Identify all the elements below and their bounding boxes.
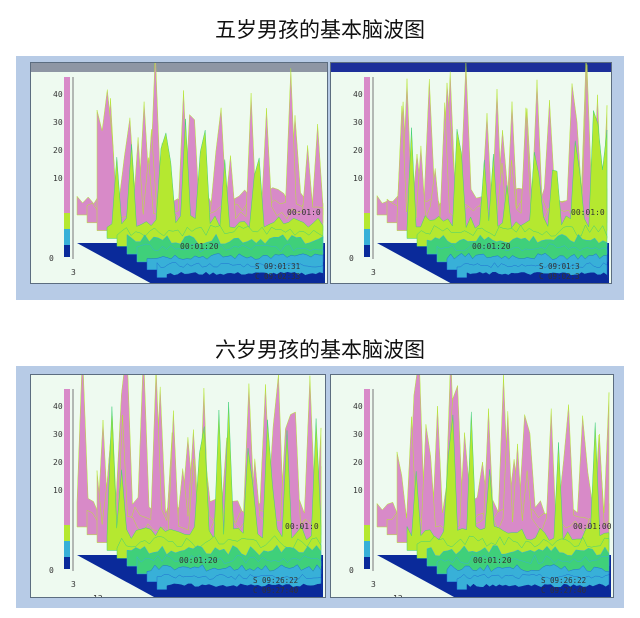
- y-tick-label: 20: [53, 458, 63, 467]
- scale-band-base: [64, 245, 70, 257]
- depth-tick-label: 3: [71, 268, 76, 277]
- y-tick-label: 40: [353, 90, 363, 99]
- spectrum-row: [166, 583, 322, 597]
- timestamp-label: C 09:27:40: [541, 586, 587, 595]
- time-axis-label: 00:01:0: [287, 208, 321, 217]
- time-axis-label: 00:01:20: [473, 556, 512, 565]
- y-tick-label: 30: [353, 118, 363, 127]
- y-tick-label: 40: [53, 90, 63, 99]
- y-tick-label: 10: [353, 174, 363, 183]
- spectrum-row: [106, 118, 324, 239]
- y-tick-label: 20: [53, 146, 63, 155]
- spectrum-row: [146, 253, 324, 270]
- spectrum-row: [476, 593, 610, 597]
- spectrum-row: [176, 593, 322, 597]
- window-titlebar[interactable]: [331, 63, 611, 72]
- y-tick-label: 40: [353, 402, 363, 411]
- scale-band-base: [364, 557, 370, 569]
- time-axis-label: 00:01:00: [573, 522, 612, 531]
- scale-band-mid: [64, 525, 70, 541]
- scale-band-mid: [364, 525, 370, 541]
- y-tick-label: 30: [353, 430, 363, 439]
- section-title-six-year-old: 六岁男孩的基本脑波图: [215, 338, 425, 362]
- timestamp-label: C 09:27:40: [253, 586, 299, 595]
- spectrum-row: [466, 583, 610, 597]
- y-tick-label: 40: [53, 402, 63, 411]
- time-axis-label: 00:01:20: [179, 556, 218, 565]
- y-tick-label: 30: [53, 430, 63, 439]
- scale-band-low: [364, 229, 370, 245]
- timestamp-label: S 09:01:3: [539, 262, 580, 271]
- depth-tick-label: 12: [93, 594, 103, 598]
- y-tick-label: 30: [53, 118, 63, 127]
- y-tick-label: 20: [353, 146, 363, 155]
- timestamp-label: S 09:01:31: [255, 262, 300, 271]
- depth-tick-label: 12: [393, 594, 403, 598]
- section-title-five-year-old: 五岁男孩的基本脑波图: [215, 18, 425, 42]
- timestamp-label: S 09:26:22: [541, 576, 586, 585]
- time-axis-label: 00:01:20: [180, 242, 219, 251]
- timestamp-label: S 09:26:22: [253, 576, 298, 585]
- spectrum-row: [406, 411, 610, 551]
- timestamp-label: C 09:02:3: [539, 272, 580, 281]
- timestamp-label: C 09:02:33: [255, 272, 300, 281]
- spectrum-row: [476, 281, 608, 283]
- depth-tick-label: 0: [49, 254, 54, 263]
- spectrum-row: [166, 271, 324, 283]
- depth-tick-label: 3: [371, 268, 376, 277]
- spectrum-row: [466, 271, 608, 283]
- y-tick-label: 10: [53, 174, 63, 183]
- spectrum-row: [106, 401, 322, 551]
- y-tick-label: 10: [353, 486, 363, 495]
- depth-tick-label: 3: [371, 580, 376, 589]
- amplitude-scale-bar: [364, 389, 370, 569]
- spectrum-row: [406, 110, 608, 239]
- scale-band-low: [64, 541, 70, 557]
- time-axis-label: 00:01:20: [472, 242, 511, 251]
- depth-tick-label: 0: [349, 566, 354, 575]
- time-axis-label: 00:01:0: [571, 208, 605, 217]
- depth-tick-label: 12: [93, 282, 103, 284]
- amplitude-scale-bar: [64, 77, 70, 257]
- window-titlebar[interactable]: [31, 63, 327, 72]
- y-tick-label: 20: [353, 458, 363, 467]
- amplitude-scale-bar: [364, 77, 370, 257]
- scale-band-low: [364, 541, 370, 557]
- scale-band-low: [64, 229, 70, 245]
- depth-tick-label: 0: [49, 566, 54, 575]
- depth-tick-label: 12: [393, 282, 403, 284]
- time-axis-label: 00:01:0: [285, 522, 319, 531]
- scale-band-base: [364, 245, 370, 257]
- scale-band-mid: [64, 213, 70, 229]
- depth-tick-label: 3: [71, 580, 76, 589]
- scale-band-mid: [364, 213, 370, 229]
- depth-tick-label: 0: [349, 254, 354, 263]
- spectrum-row: [176, 281, 324, 283]
- amplitude-scale-bar: [64, 389, 70, 569]
- spectrum-row: [456, 573, 610, 590]
- spectrum-row: [376, 375, 610, 528]
- scale-band-base: [64, 557, 70, 569]
- y-tick-label: 10: [53, 486, 63, 495]
